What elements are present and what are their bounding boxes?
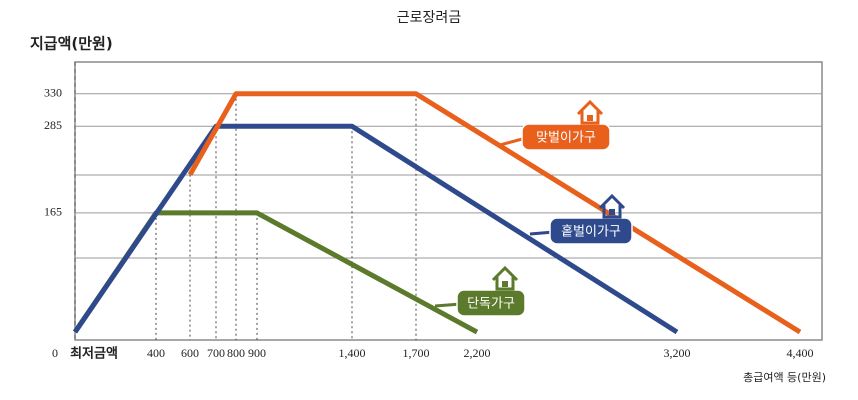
x-axis-label: 총급여액 등(만원) (743, 371, 826, 384)
house-icon (598, 193, 626, 219)
x-tick-label: 400 (147, 346, 165, 360)
x-tick-label: 700 (207, 346, 225, 360)
x-tick-label: 1,400 (339, 346, 366, 360)
x-tick-label: 3,200 (664, 346, 691, 360)
legend-box (456, 289, 526, 317)
legend-label: 맞벌이가구 (536, 131, 596, 146)
x-tick-label: 4,400 (787, 346, 814, 360)
house-door (609, 209, 615, 215)
legend-box (521, 123, 611, 151)
y-tick-label: 165 (44, 205, 62, 219)
house-icon (576, 99, 604, 125)
legend-label: 단독가구 (467, 297, 515, 312)
x-tick-label: 600 (181, 346, 199, 360)
plot-frame (74, 61, 823, 341)
legend-box (549, 217, 633, 245)
x-tick-label: 1,700 (403, 346, 430, 360)
x-tick-label: 800 (227, 346, 245, 360)
y-axis-label: 지급액(만원) (30, 35, 113, 53)
legend-label: 홑벌이가구 (561, 225, 621, 240)
x-tick-label: 2,200 (464, 346, 491, 360)
house-door (587, 115, 593, 121)
series-line (72, 210, 479, 335)
house-door (502, 281, 508, 287)
y-tick-label: 0 (52, 346, 58, 360)
y-tick-label: 285 (44, 118, 62, 132)
house-icon (491, 265, 519, 291)
x-tick-label: 900 (248, 346, 266, 360)
series-line (187, 91, 802, 335)
x-tick-label: 최저금액 (70, 347, 118, 362)
chart-title: 근로장려금 (397, 10, 462, 26)
series-line (72, 123, 679, 335)
y-tick-label: 330 (44, 86, 62, 100)
